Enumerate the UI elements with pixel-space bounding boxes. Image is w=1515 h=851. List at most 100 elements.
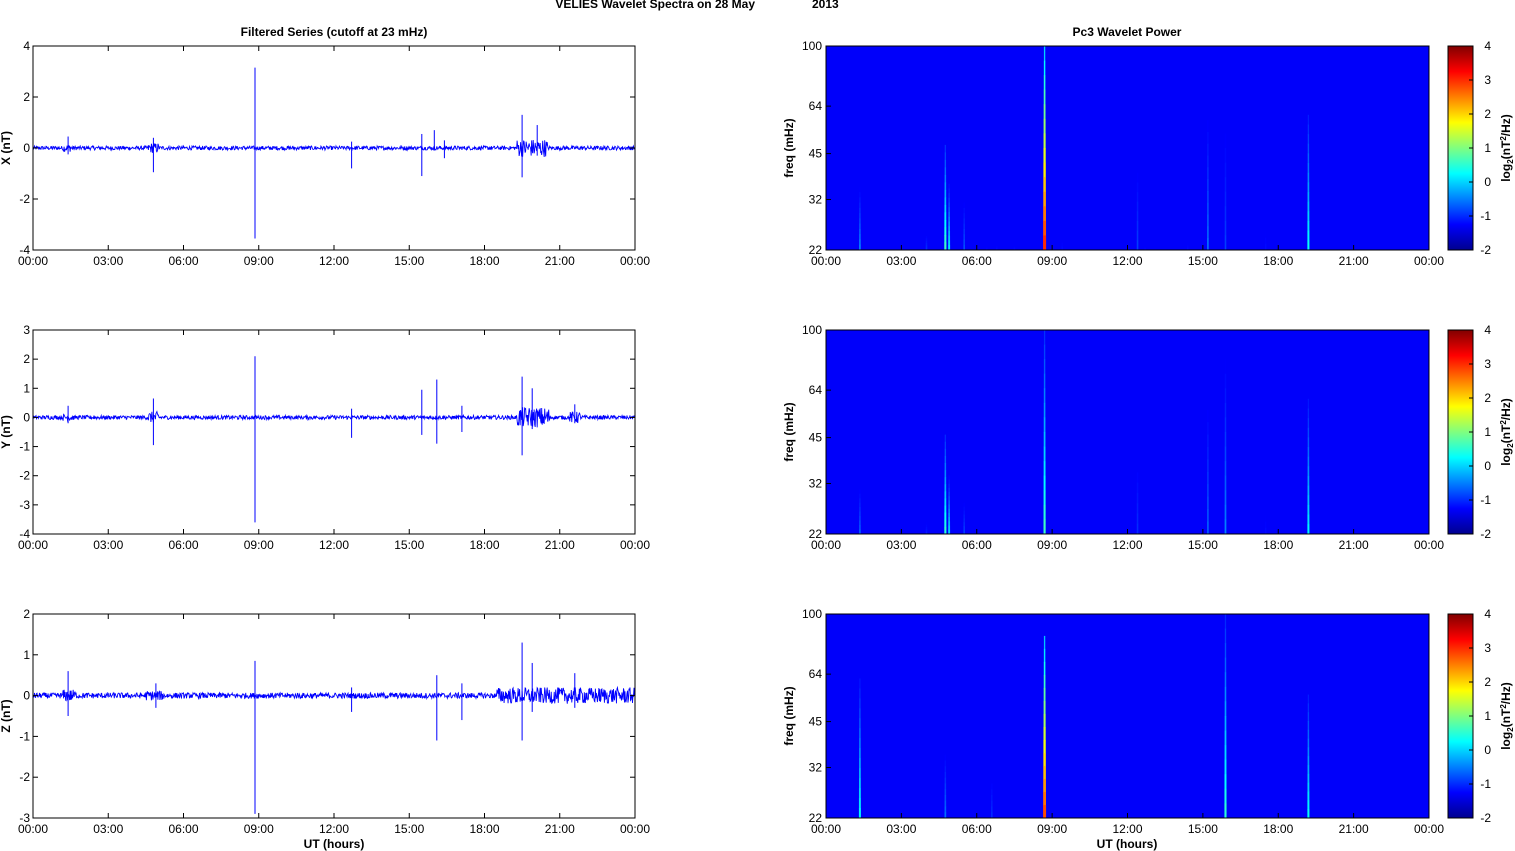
power-burst <box>1187 229 1189 232</box>
power-burst <box>991 771 993 779</box>
power-burst <box>1265 768 1267 774</box>
power-burst <box>1224 759 1227 775</box>
power-burst <box>1224 504 1227 520</box>
power-burst <box>1061 210 1063 215</box>
power-burst <box>1307 485 1310 496</box>
power-burst <box>1136 482 1139 494</box>
power-burst <box>1307 466 1310 477</box>
power-burst <box>1224 745 1227 761</box>
power-burst <box>991 748 993 756</box>
colorbar-tick-label: -1 <box>1480 493 1491 507</box>
power-burst <box>1224 359 1227 375</box>
power-burst <box>1043 461 1046 477</box>
power-burst <box>1307 712 1310 722</box>
power-burst <box>944 800 947 807</box>
power-burst <box>1144 232 1146 235</box>
power-burst <box>1224 432 1227 447</box>
power-burst <box>1307 721 1310 731</box>
x-tick-label: 21:00 <box>1339 822 1369 836</box>
power-burst <box>991 754 993 761</box>
power-burst <box>1265 755 1267 761</box>
x-tick-label: 09:00 <box>1037 822 1067 836</box>
x-tick-label: 12:00 <box>1112 254 1142 268</box>
power-burst <box>948 504 950 510</box>
power-burst <box>1136 172 1139 183</box>
power-burst <box>948 231 951 237</box>
power-burst <box>986 235 988 237</box>
power-burst <box>1061 217 1063 222</box>
power-burst <box>991 800 993 807</box>
power-burst <box>1307 230 1310 241</box>
power-burst <box>1307 134 1310 145</box>
colorbar-tick-label: -1 <box>1480 209 1491 223</box>
power-burst <box>944 204 947 213</box>
power-burst <box>1081 237 1083 240</box>
power-burst <box>1307 240 1310 251</box>
power-burst <box>1104 233 1106 237</box>
power-burst <box>1136 153 1139 164</box>
power-burst <box>996 222 998 225</box>
colorbar-label-part: (nT <box>1499 708 1513 727</box>
power-burst <box>925 238 928 242</box>
x-tick-label: 21:00 <box>545 254 575 268</box>
power-burst <box>1043 373 1046 389</box>
x-tick-label: 15:00 <box>394 822 424 836</box>
power-burst <box>963 530 965 535</box>
power-burst <box>991 737 993 744</box>
power-burst <box>1187 224 1189 228</box>
power-burst <box>986 247 988 250</box>
power-burst <box>1207 84 1209 97</box>
power-burst <box>963 234 965 240</box>
power-burst <box>948 188 950 194</box>
line-panel-z: 210-1-2-300:00 03:00 06:00 09:00 12:00 15:00 1… <box>0 607 650 836</box>
power-burst <box>1207 143 1209 156</box>
x-tick-label: 06:00 <box>962 538 992 552</box>
power-burst <box>1264 212 1267 220</box>
power-burst <box>1136 791 1139 795</box>
power-burst <box>1207 202 1209 215</box>
power-burst <box>1307 694 1310 704</box>
power-burst <box>1061 516 1063 519</box>
power-burst <box>1307 201 1310 212</box>
x-tick-label: 12:00 <box>319 538 349 552</box>
y-tick-label: 32 <box>809 761 823 775</box>
power-burst <box>1136 779 1139 783</box>
power-burst <box>1061 513 1063 516</box>
power-burst <box>1224 373 1227 389</box>
power-burst <box>1307 211 1310 222</box>
power-burst <box>996 242 998 245</box>
power-burst <box>948 483 950 489</box>
x-tick-label: 21:00 <box>545 822 575 836</box>
power-burst <box>1224 330 1227 345</box>
power-burst <box>925 524 928 528</box>
y-tick-label: -4 <box>19 243 30 257</box>
power-burst <box>1136 803 1139 807</box>
power-burst <box>1207 226 1209 239</box>
power-burst <box>1043 359 1046 375</box>
power-burst <box>1061 213 1063 218</box>
power-burst <box>948 240 951 246</box>
power-burst <box>1265 477 1267 485</box>
power-burst <box>1061 530 1063 533</box>
power-burst <box>1043 191 1046 207</box>
power-burst <box>948 245 951 251</box>
power-burst <box>1013 238 1016 241</box>
power-burst <box>1136 134 1139 145</box>
power-burst <box>948 521 951 526</box>
x-tick-label: 15:00 <box>1188 538 1218 552</box>
power-burst <box>1187 233 1189 237</box>
power-burst <box>1264 800 1267 805</box>
power-burst <box>1043 104 1046 120</box>
colorbar-tick-label: 4 <box>1484 39 1491 53</box>
power-burst <box>1061 242 1063 247</box>
heatmap-background <box>826 330 1429 534</box>
power-burst <box>859 223 861 230</box>
x-tick-label: 09:00 <box>1037 538 1067 552</box>
x-tick-label: 06:00 <box>962 822 992 836</box>
power-burst <box>1307 114 1310 125</box>
power-burst <box>1224 686 1227 702</box>
